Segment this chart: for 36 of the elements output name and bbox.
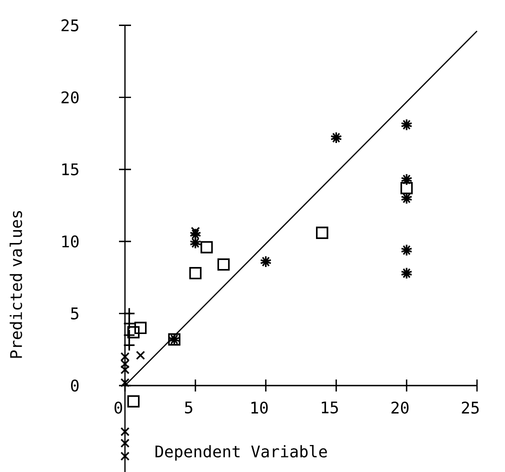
x-tick-label: 0: [114, 402, 122, 414]
point: [134, 322, 147, 334]
point: [400, 173, 412, 186]
y-tick-label: 20: [62, 91, 79, 104]
y-tick-label: 5: [71, 308, 78, 320]
point: [136, 350, 146, 360]
point: [190, 228, 202, 240]
point: [217, 258, 230, 271]
x-tick-label: 20: [392, 402, 409, 414]
y-tick-label: 0: [71, 379, 79, 392]
x-tick-label: 25: [462, 402, 479, 414]
point: [120, 452, 130, 461]
point: [120, 438, 130, 448]
point: [400, 118, 412, 131]
y-axis-title: Predicted values: [10, 211, 22, 358]
x-tick-label: 5: [185, 402, 192, 414]
point: [200, 241, 213, 254]
x-axis-title: Dependent Variable: [156, 445, 327, 461]
point: [400, 267, 412, 280]
y-tick-label: 10: [62, 235, 79, 248]
point: [400, 244, 412, 256]
point: [190, 236, 202, 250]
point: [127, 326, 140, 338]
point: [120, 359, 130, 369]
point: [316, 226, 328, 239]
point: [120, 352, 130, 362]
x-tick-label: 15: [322, 402, 338, 414]
point: [330, 132, 342, 144]
point: [260, 256, 272, 268]
x-tick-label: 10: [251, 402, 268, 414]
y-tick-label: 25: [62, 19, 78, 32]
point: [120, 427, 130, 436]
point: [120, 365, 130, 374]
point: [189, 267, 202, 280]
y-tick-label: 15: [62, 163, 78, 176]
point: [127, 395, 140, 408]
